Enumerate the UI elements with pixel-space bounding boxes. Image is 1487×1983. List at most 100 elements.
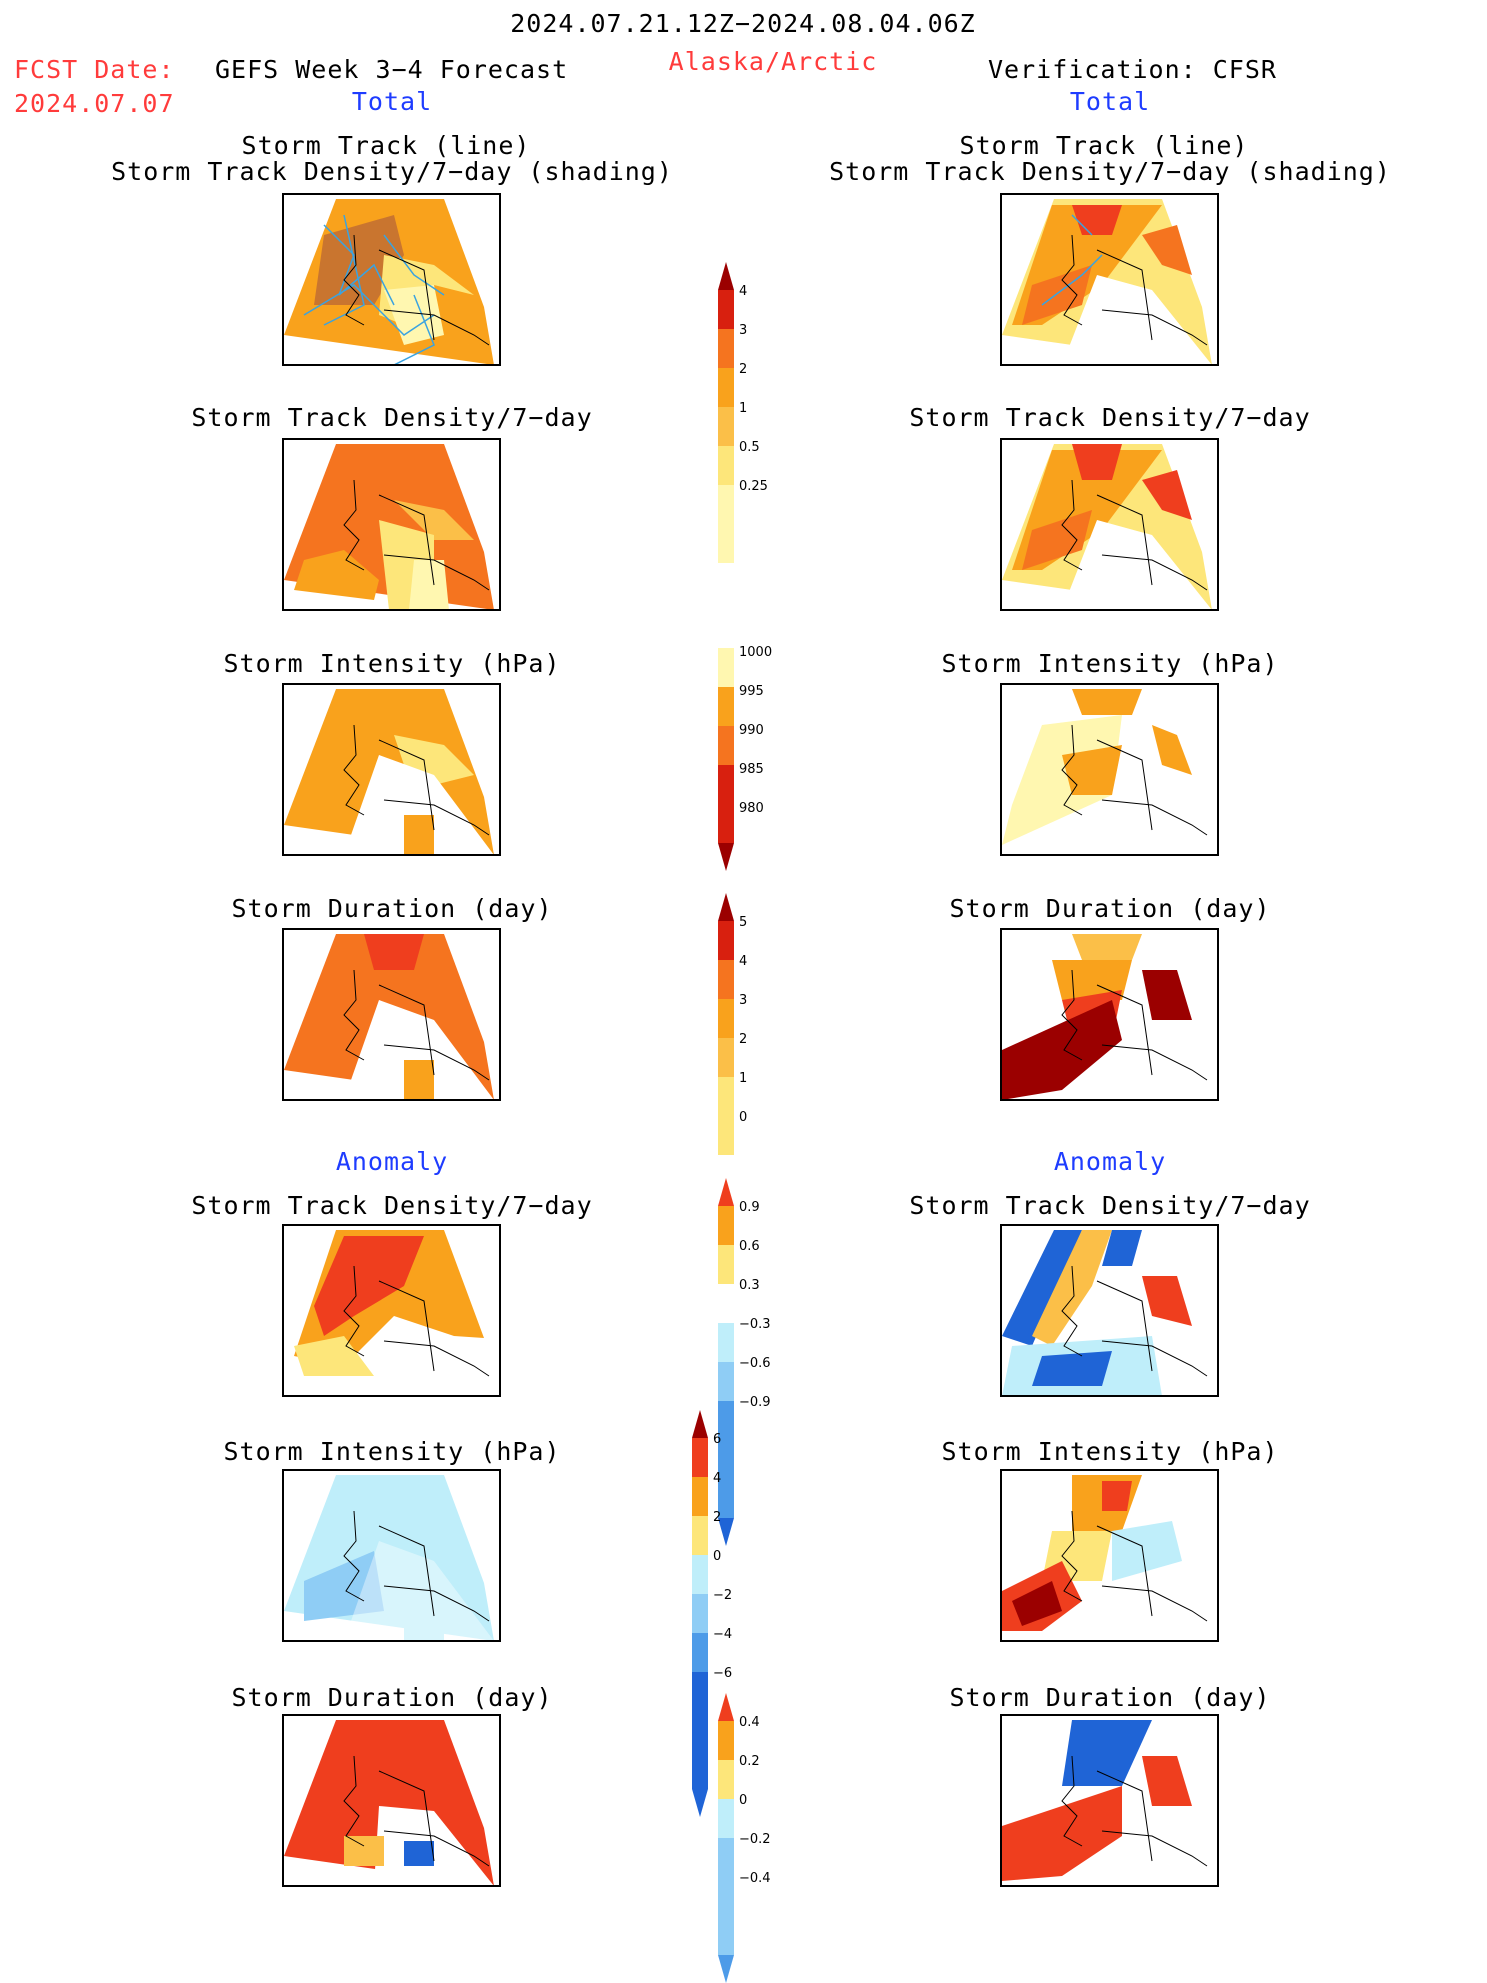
cb-duration-anom-tip-top xyxy=(718,1693,734,1721)
cb-intensity-anom-swatch xyxy=(692,1477,708,1516)
cb-density-anom-swatch xyxy=(718,1440,734,1479)
cb-density-swatch xyxy=(718,329,734,368)
colorbar-tick-label: 0.3 xyxy=(739,1278,760,1293)
colorbar-tick-label: −0.6 xyxy=(739,1356,771,1371)
cb-density-anom-swatch xyxy=(718,1284,734,1323)
cb-duration-anom-swatches xyxy=(718,1693,734,1983)
cb-duration-anom-swatch xyxy=(718,1721,734,1760)
title-intensity-right: Storm Intensity (hPa) xyxy=(941,649,1279,678)
cb-intensity-swatches xyxy=(718,648,734,871)
map-duration-right xyxy=(1000,928,1219,1101)
colorbar-tick-label: 3 xyxy=(739,323,748,338)
cb-density-anom-swatch xyxy=(718,1362,734,1401)
title-intensity-anom-right: Storm Intensity (hPa) xyxy=(941,1437,1279,1466)
cb-density-tip-top xyxy=(718,262,734,290)
cb-density-swatches xyxy=(718,262,734,563)
cb-density-anom-tip-top xyxy=(718,1178,734,1206)
cb-intensity-anom-swatch xyxy=(692,1672,708,1711)
colorbar-tick-label: −0.3 xyxy=(739,1317,771,1332)
title-intensity-anom-left: Storm Intensity (hPa) xyxy=(223,1437,561,1466)
cb-intensity-swatch xyxy=(718,804,734,843)
colorbar-tick-label: 2 xyxy=(713,1510,722,1525)
title-track-shading-right: Storm Track Density/7−day (shading) xyxy=(829,157,1391,186)
colorbar-tick-label: −2 xyxy=(713,1588,733,1603)
cb-intensity-anom-swatches xyxy=(692,1410,708,1817)
colorbar-tick-label: 1 xyxy=(739,1071,748,1086)
cb-duration-swatch xyxy=(718,1038,734,1077)
colorbar-tick-label: 1000 xyxy=(739,645,773,660)
colorbar-tick-label: 2 xyxy=(739,1032,748,1047)
colorbar-tick-label: 6 xyxy=(713,1432,722,1447)
cb-duration-anom-swatch xyxy=(718,1916,734,1955)
colorbar-tick-label: 3 xyxy=(739,993,748,1008)
colorbar-tick-label: 995 xyxy=(739,684,764,699)
colorbar-tick-label: 0.6 xyxy=(739,1239,760,1254)
colorbar-tick-label: −6 xyxy=(713,1666,733,1681)
title-duration-anom-left: Storm Duration (day) xyxy=(231,1683,553,1712)
colorbar-tick-label: 0.5 xyxy=(739,440,760,455)
cb-intensity-anom-swatch xyxy=(692,1516,708,1555)
cb-duration-anom-swatch xyxy=(718,1838,734,1877)
title-track-line-left: Storm Track (line) xyxy=(241,131,531,160)
map-track-left xyxy=(282,193,501,366)
cb-intensity-anom-swatch xyxy=(692,1594,708,1633)
colorbar-tick-label: 0 xyxy=(739,1793,748,1808)
colorbar-tick-label: 0 xyxy=(713,1549,722,1564)
cb-density-anom-swatch xyxy=(718,1479,734,1518)
period-title: 2024.07.21.12Z−2024.08.04.06Z xyxy=(510,9,976,38)
title-track-shading-left: Storm Track Density/7−day (shading) xyxy=(111,157,673,186)
cb-intensity-anom-tip-bottom xyxy=(692,1789,708,1817)
fcst-date-label: FCST Date: xyxy=(14,55,175,84)
colorbar-tick-label: 1 xyxy=(739,401,748,416)
colorbar-tick-label: 5 xyxy=(739,915,748,930)
colorbar-tick-label: −0.2 xyxy=(739,1832,771,1847)
colorbar-tick-label: −4 xyxy=(713,1627,733,1642)
cb-intensity-swatch xyxy=(718,687,734,726)
cb-intensity-anom-swatch xyxy=(692,1555,708,1594)
cb-duration-swatch xyxy=(718,921,734,960)
title-density-anom-left: Storm Track Density/7−day xyxy=(191,1191,593,1220)
cb-intensity-anom-tip-top xyxy=(692,1410,708,1438)
title-density-left: Storm Track Density/7−day xyxy=(191,403,593,432)
cb-intensity-anom-swatch xyxy=(692,1750,708,1789)
cb-intensity-anom-swatch xyxy=(692,1711,708,1750)
map-density-anom-left xyxy=(282,1224,501,1397)
cb-intensity-swatch xyxy=(718,648,734,687)
colorbar-tick-label: 0.25 xyxy=(739,479,768,494)
cb-density-anom-tip-bottom xyxy=(718,1518,734,1546)
map-density-left xyxy=(282,438,501,611)
colorbar-tick-label: 985 xyxy=(739,762,764,777)
map-duration-anom-left xyxy=(282,1714,501,1887)
cb-density-swatch xyxy=(718,524,734,563)
cb-density-swatch xyxy=(718,368,734,407)
title-density-anom-right: Storm Track Density/7−day xyxy=(909,1191,1311,1220)
cb-duration-anom-tip-bottom xyxy=(718,1955,734,1983)
colorbar-tick-label: 0 xyxy=(739,1110,748,1125)
map-intensity-right xyxy=(1000,683,1219,856)
colorbar-tick-label: 980 xyxy=(739,801,764,816)
verification-title: Verification: CFSR xyxy=(988,55,1277,84)
cb-intensity-tip-bottom xyxy=(718,843,734,871)
cb-intensity-anom-swatch xyxy=(692,1633,708,1672)
title-duration-left: Storm Duration (day) xyxy=(231,894,553,923)
cb-density-anom-swatches xyxy=(718,1178,734,1546)
cb-duration-anom-swatch xyxy=(718,1799,734,1838)
map-duration-left xyxy=(282,928,501,1101)
colorbar-tick-label: 4 xyxy=(739,954,748,969)
section-anomaly-right: Anomaly xyxy=(1053,1147,1167,1176)
cb-duration-swatch xyxy=(718,1077,734,1116)
cb-density-swatch xyxy=(718,485,734,524)
colorbar-tick-label: 0.2 xyxy=(739,1754,760,1769)
cb-duration-tip-top xyxy=(718,893,734,921)
map-intensity-anom-right xyxy=(1000,1469,1219,1642)
region-title: Alaska/Arctic xyxy=(668,47,878,76)
colorbar-tick-label: −0.9 xyxy=(739,1395,771,1410)
model-title: GEFS Week 3−4 Forecast xyxy=(215,55,569,84)
section-total-left: Total xyxy=(351,87,433,116)
map-density-right xyxy=(1000,438,1219,611)
colorbar-tick-label: 0.9 xyxy=(739,1200,760,1215)
colorbar-tick-label: 4 xyxy=(713,1471,722,1486)
map-intensity-anom-left xyxy=(282,1469,501,1642)
map-density-anom-right xyxy=(1000,1224,1219,1397)
colorbar-tick-label: −0.4 xyxy=(739,1871,771,1886)
